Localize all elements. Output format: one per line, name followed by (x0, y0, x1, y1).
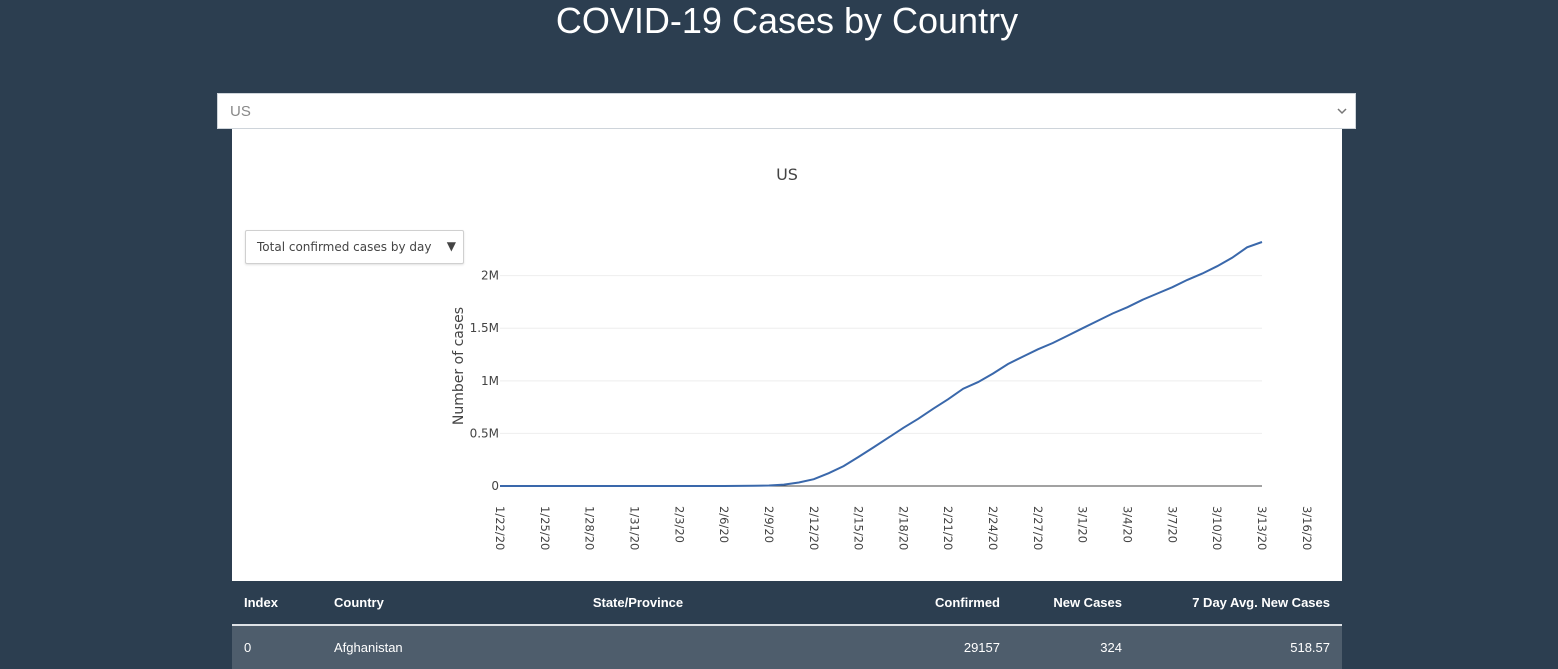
metric-dropdown-label: Total confirmed cases by day (257, 240, 432, 254)
y-tick-label: 2M (481, 269, 499, 283)
cell-country: Afghanistan (322, 625, 526, 669)
column-header-new-cases[interactable]: New Cases (1012, 581, 1134, 626)
country-select[interactable]: US (217, 93, 1356, 129)
column-header-confirmed[interactable]: Confirmed (750, 581, 1012, 626)
x-tick-label: 2/15/20 (852, 506, 866, 550)
x-tick-label: 3/7/20 (1165, 506, 1179, 543)
metric-dropdown[interactable]: Total confirmed cases by day ▼ (245, 230, 464, 264)
y-tick-label: 0 (491, 479, 499, 493)
x-tick-label: 1/31/20 (627, 506, 641, 550)
x-tick-label: 2/27/20 (1031, 506, 1045, 550)
x-tick-label: 2/21/20 (941, 506, 955, 550)
column-header-7day-avg[interactable]: 7 Day Avg. New Cases (1134, 581, 1342, 626)
x-tick-label: 2/6/20 (717, 506, 731, 543)
cell-new-cases: 324 (1012, 625, 1134, 669)
x-tick-label: 2/3/20 (672, 506, 686, 543)
cell-index: 0 (232, 625, 322, 669)
x-tick-label: 3/13/20 (1255, 506, 1269, 550)
chevron-down-icon (1337, 108, 1347, 115)
country-select-value: US (230, 103, 251, 120)
x-tick-label: 2/9/20 (762, 506, 776, 543)
x-tick-label: 2/24/20 (986, 506, 1000, 550)
x-tick-label: 3/16/20 (1300, 506, 1314, 550)
x-tick-label: 3/4/20 (1121, 506, 1135, 543)
table-header-row: Index Country State/Province Confirmed N… (232, 581, 1342, 626)
x-tick-label: 2/12/20 (807, 506, 821, 550)
x-tick-label: 3/10/20 (1210, 506, 1224, 550)
x-tick-label: 1/22/20 (493, 506, 507, 550)
y-axis-ticks: 0 0.5M 1M 1.5M 2M (470, 269, 499, 493)
dropdown-arrow-icon: ▼ (446, 239, 456, 253)
cases-table: Index Country State/Province Confirmed N… (232, 581, 1342, 669)
x-tick-label: 1/25/20 (538, 506, 552, 550)
page-title: COVID-19 Cases by Country (555, 0, 1019, 41)
y-tick-label: 1.5M (470, 321, 499, 335)
series-line (500, 241, 1263, 487)
y-tick-label: 0.5M (470, 426, 499, 440)
cell-state (526, 625, 750, 669)
x-axis-ticks: 1/22/20 1/25/20 1/28/20 1/31/20 2/3/20 2/6/20… (493, 506, 1314, 550)
column-header-state[interactable]: State/Province (526, 581, 750, 626)
cell-confirmed: 29157 (750, 625, 1012, 669)
y-tick-label: 1M (481, 374, 499, 388)
gridlines (500, 275, 1262, 434)
chart-panel: US 0 0.5M 1M 1.5M 2M 1/22/20 1/25/20 1/28/20 1/… (232, 129, 1342, 581)
column-header-index[interactable]: Index (232, 581, 322, 626)
x-tick-label: 2/18/20 (896, 506, 910, 550)
chart-title: US (776, 165, 798, 184)
x-tick-label: 3/1/20 (1076, 506, 1090, 543)
table-row[interactable]: 0 Afghanistan 29157 324 518.57 (232, 625, 1342, 669)
cell-7day-avg: 518.57 (1134, 625, 1342, 669)
y-axis-label: Number of cases (451, 307, 467, 425)
column-header-country[interactable]: Country (322, 581, 526, 626)
x-tick-label: 1/28/20 (583, 506, 597, 550)
